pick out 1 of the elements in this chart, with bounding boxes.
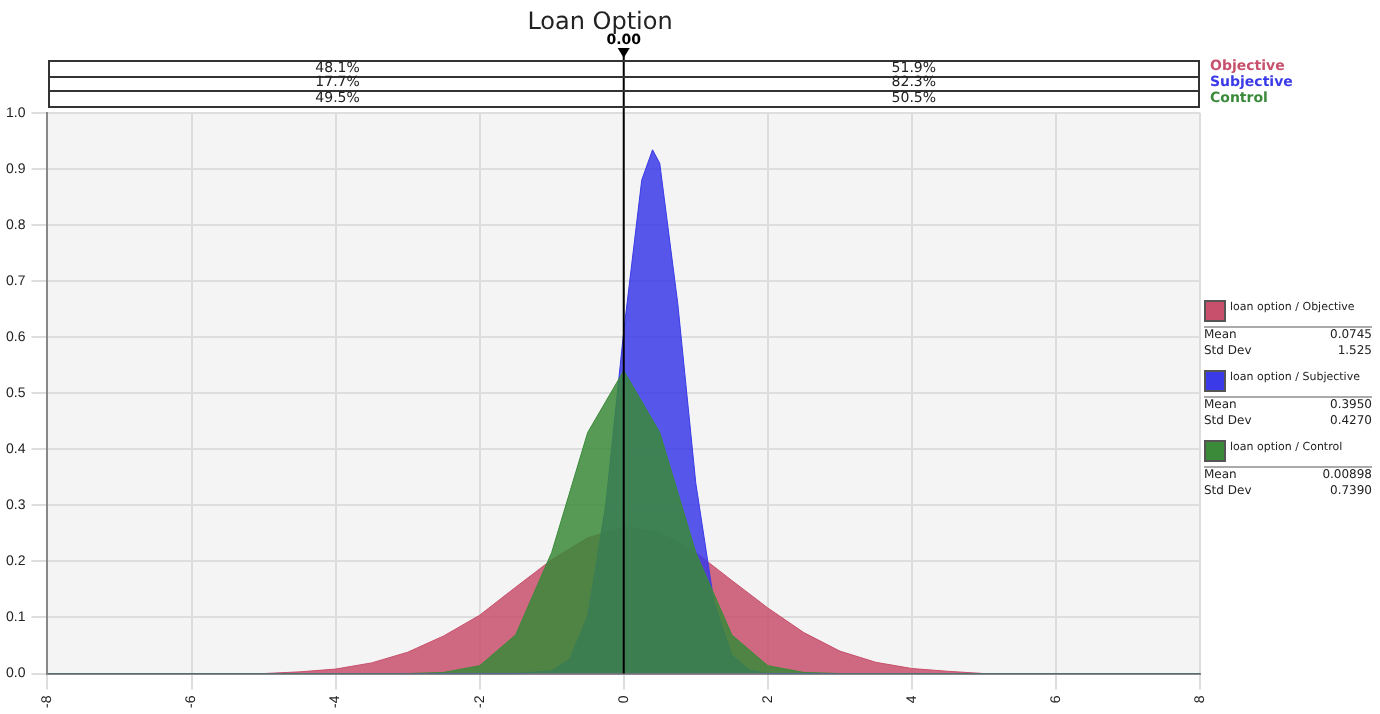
chart-title: Loan Option <box>527 6 673 35</box>
